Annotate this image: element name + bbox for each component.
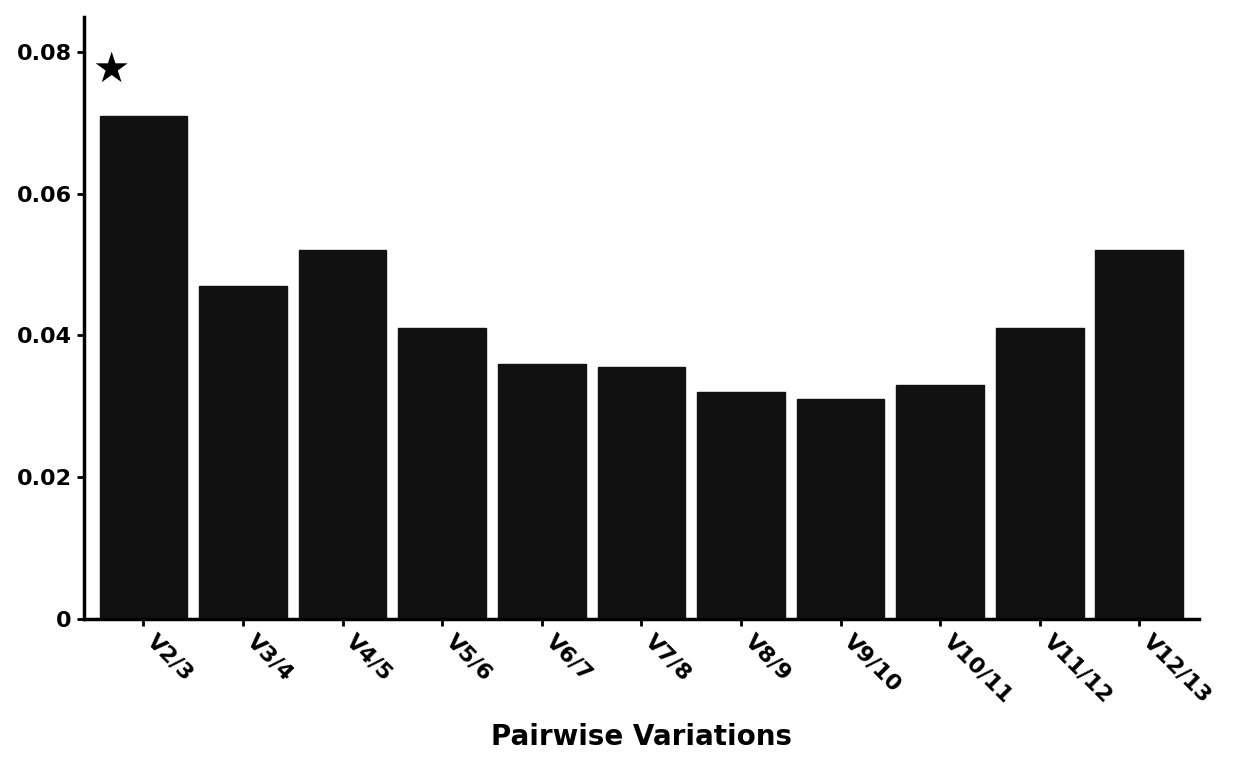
Bar <box>996 329 1084 619</box>
Bar <box>598 367 686 619</box>
Bar <box>498 364 585 619</box>
Bar <box>897 385 985 619</box>
Bar <box>299 250 387 619</box>
Text: ★: ★ <box>93 49 130 91</box>
Bar <box>797 399 884 619</box>
Bar <box>200 286 286 619</box>
Bar <box>99 116 187 619</box>
Bar <box>697 392 785 619</box>
Bar <box>398 329 486 619</box>
Bar <box>1095 250 1183 619</box>
X-axis label: Pairwise Variations: Pairwise Variations <box>491 723 792 751</box>
